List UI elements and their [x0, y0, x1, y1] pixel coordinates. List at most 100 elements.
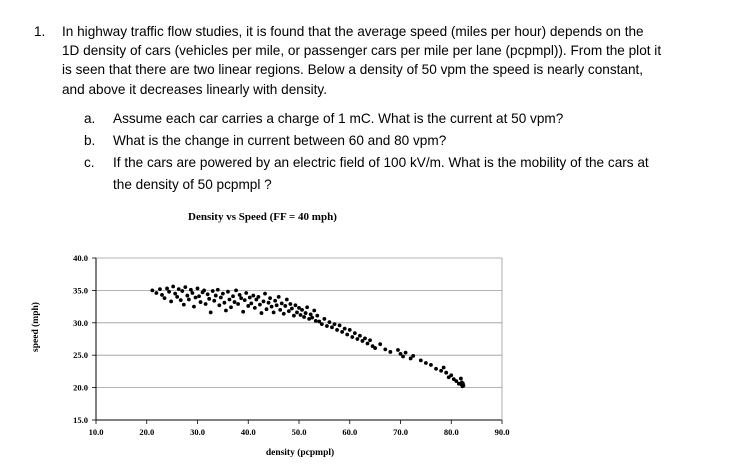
y-tick-label: 20.0: [73, 383, 88, 393]
data-point: [264, 307, 269, 312]
data-point: [263, 291, 267, 296]
data-point: [398, 352, 403, 356]
data-point: [297, 305, 301, 310]
data-point: [305, 305, 310, 310]
data-point: [254, 297, 259, 302]
data-point: [213, 293, 218, 298]
data-point: [358, 333, 362, 338]
data-point: [154, 291, 159, 295]
data-point: [181, 302, 186, 307]
data-point: [186, 297, 191, 302]
data-point: [207, 296, 212, 301]
data-point: [274, 303, 279, 308]
data-point: [234, 288, 238, 293]
data-point: [337, 323, 342, 328]
data-point: [368, 338, 372, 343]
data-point: [229, 305, 233, 310]
data-point: [222, 300, 227, 305]
data-point: [298, 313, 303, 317]
data-point: [251, 293, 256, 298]
data-point: [176, 287, 181, 292]
data-point: [396, 348, 400, 352]
x-tick-label: 20.0: [139, 427, 154, 437]
paragraph-line: In highway traffic flow studies, it is f…: [62, 24, 644, 39]
data-point: [383, 347, 388, 352]
data-point: [332, 322, 337, 326]
data-point: [271, 310, 276, 315]
data-point: [183, 285, 188, 290]
data-point: [340, 329, 345, 334]
data-point: [205, 292, 210, 297]
data-point: [242, 298, 247, 303]
data-point: [252, 305, 257, 310]
data-point: [454, 379, 459, 384]
data-point: [185, 293, 190, 298]
data-point: [330, 325, 334, 330]
data-point: [315, 313, 320, 318]
data-points: [150, 284, 466, 389]
data-point: [190, 291, 195, 295]
data-point: [244, 291, 249, 295]
data-point: [373, 346, 378, 350]
y-tick-label: 35.0: [73, 285, 88, 295]
data-point: [266, 300, 271, 305]
data-point: [449, 373, 454, 378]
paragraph-line: 1D density of cars (vehicles per mile, o…: [62, 43, 662, 59]
data-point: [365, 341, 370, 346]
paragraph-line: and above it decreases linearly with den…: [62, 81, 327, 97]
data-point: [218, 295, 223, 300]
data-point: [312, 308, 317, 313]
x-tick-labels: 10.0 20.0 30.0 40.0 50.0 60.0 70.0 80.0 90.0: [89, 427, 510, 437]
data-point: [418, 358, 423, 363]
chart-grid: [96, 257, 502, 389]
data-point: [160, 293, 164, 297]
data-point: [175, 294, 180, 299]
data-point: [403, 350, 408, 355]
data-point: [208, 310, 213, 315]
data-point: [193, 295, 198, 300]
data-point: [269, 304, 274, 309]
data-point: [317, 319, 322, 324]
sub-question-text: If the cars are powered by an electric f…: [113, 155, 649, 170]
data-point: [247, 295, 252, 300]
data-point: [322, 317, 327, 321]
problem-number: 1.: [34, 24, 46, 39]
problem-paragraph: In highway traffic flow studies, it is f…: [62, 22, 750, 99]
sub-question-letter: b.: [84, 133, 96, 148]
x-tick-label: 70.0: [393, 427, 408, 437]
y-tick-labels: 15.0 20.0 25.0 30.0 35.0 40.0: [73, 253, 88, 425]
data-point: [295, 310, 299, 315]
data-point: [258, 302, 262, 307]
data-point: [256, 294, 261, 299]
sub-question-text: the density of 50 pcpmpl ?: [113, 177, 272, 192]
data-point: [335, 328, 339, 332]
data-point: [236, 302, 241, 306]
data-point: [158, 287, 162, 292]
data-point: [293, 303, 298, 308]
data-point: [279, 301, 284, 306]
data-point: [461, 383, 466, 388]
data-point: [325, 324, 329, 328]
data-point: [165, 286, 169, 291]
sub-question-letter: a.: [84, 111, 96, 126]
data-point: [246, 304, 251, 308]
data-point: [217, 303, 222, 308]
data-point: [458, 376, 463, 381]
data-point: [302, 315, 306, 319]
x-tick-label: 10.0: [89, 427, 104, 437]
data-point: [355, 337, 360, 341]
data-point: [303, 311, 308, 315]
data-point: [268, 296, 272, 301]
data-point: [239, 296, 244, 301]
data-point: [210, 289, 215, 293]
data-point: [249, 301, 254, 306]
data-point: [171, 284, 176, 289]
data-point: [347, 328, 352, 332]
data-point: [224, 308, 228, 313]
data-point: [212, 298, 217, 303]
data-point: [173, 291, 178, 296]
data-point: [378, 342, 383, 347]
data-point: [360, 339, 365, 343]
y-tick-label: 40.0: [73, 253, 88, 263]
